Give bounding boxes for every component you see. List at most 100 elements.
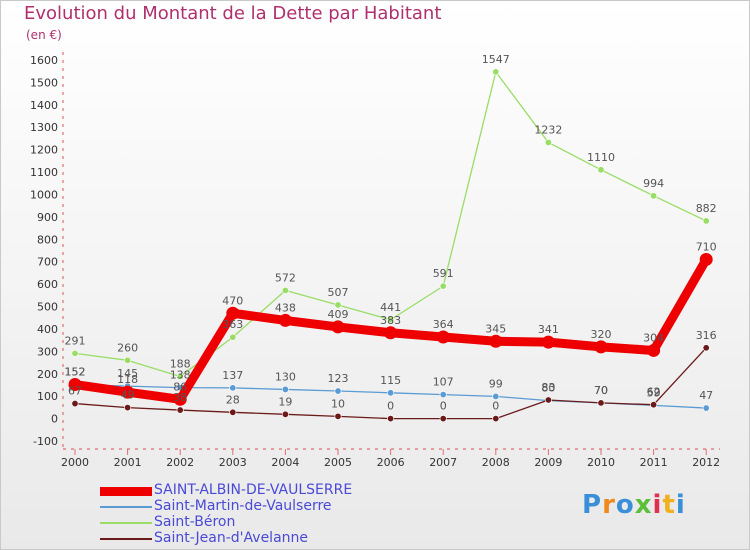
data-label: 0 xyxy=(492,400,499,413)
data-point xyxy=(387,389,395,397)
x-tick-label: 2003 xyxy=(219,456,247,469)
data-point xyxy=(173,392,187,406)
x-tick-label: 2011 xyxy=(640,456,668,469)
legend-swatch xyxy=(100,486,152,496)
data-point xyxy=(334,301,342,309)
data-point xyxy=(594,340,608,354)
y-tick-label: 200 xyxy=(37,368,58,381)
data-label: 118 xyxy=(117,373,138,386)
data-label: 28 xyxy=(226,393,240,406)
data-label: 59 xyxy=(647,386,661,399)
data-point xyxy=(124,356,132,364)
data-point xyxy=(68,378,82,392)
legend-label: Saint-Béron xyxy=(154,514,236,530)
x-tick-label: 2005 xyxy=(324,456,352,469)
data-label: 70 xyxy=(594,384,608,397)
data-point xyxy=(439,282,447,290)
data-label: 99 xyxy=(489,377,503,390)
y-tick-label: 100 xyxy=(37,390,58,403)
data-point xyxy=(334,387,342,395)
x-tick-label: 2000 xyxy=(61,456,89,469)
data-point xyxy=(229,384,237,392)
data-label: 115 xyxy=(380,374,401,387)
data-label: 1110 xyxy=(587,151,615,164)
data-point xyxy=(541,335,555,349)
data-label: 409 xyxy=(328,308,349,321)
data-point xyxy=(544,396,552,404)
data-point xyxy=(492,415,500,423)
data-label: 291 xyxy=(65,334,86,347)
y-tick-label: -100 xyxy=(33,435,58,448)
logo-letter: o xyxy=(615,490,635,520)
data-point xyxy=(71,400,79,408)
y-tick-label: 1500 xyxy=(30,76,58,89)
data-label: 38 xyxy=(173,391,187,404)
data-point xyxy=(597,399,605,407)
data-point xyxy=(278,313,292,327)
x-tick-label: 2001 xyxy=(114,456,142,469)
data-label: 0 xyxy=(387,400,394,413)
y-tick-label: 600 xyxy=(37,278,58,291)
data-point xyxy=(71,349,79,357)
data-label: 441 xyxy=(380,301,401,314)
y-tick-label: 1400 xyxy=(30,99,58,112)
data-point xyxy=(544,138,552,146)
data-label: 83 xyxy=(541,381,555,394)
data-label: 152 xyxy=(65,366,86,379)
data-label: 188 xyxy=(170,357,191,370)
legend-label: SAINT-ALBIN-DE-VAULSERRE xyxy=(154,482,353,498)
data-label: 507 xyxy=(328,286,349,299)
data-point xyxy=(492,68,500,76)
y-tick-label: 1600 xyxy=(30,54,58,67)
logo-letter: r xyxy=(602,490,616,520)
data-label: 67 xyxy=(68,385,82,398)
data-label: 591 xyxy=(433,267,454,280)
data-point xyxy=(439,391,447,399)
data-label: 19 xyxy=(278,395,292,408)
x-tick-label: 2007 xyxy=(429,456,457,469)
data-point xyxy=(650,192,658,200)
y-tick-label: 400 xyxy=(37,323,58,336)
data-point xyxy=(121,385,135,399)
logo-letter: i xyxy=(652,490,663,520)
data-point xyxy=(229,408,237,416)
data-point xyxy=(650,401,658,409)
data-label: 470 xyxy=(222,294,243,307)
logo-letter: i xyxy=(675,490,686,520)
unit-label: (en €) xyxy=(26,28,62,42)
data-point xyxy=(439,415,447,423)
x-tick-label: 2002 xyxy=(166,456,194,469)
data-point xyxy=(124,404,132,412)
data-point xyxy=(387,316,395,324)
data-label: 1547 xyxy=(482,53,510,66)
y-tick-label: 500 xyxy=(37,301,58,314)
y-tick-label: 0 xyxy=(51,413,58,426)
legend-swatch xyxy=(100,522,152,524)
legend-swatch xyxy=(100,538,152,540)
data-label: 710 xyxy=(696,240,717,253)
data-label: 316 xyxy=(696,329,717,342)
data-point xyxy=(387,415,395,423)
x-tick-label: 2004 xyxy=(271,456,299,469)
data-point xyxy=(384,326,398,340)
data-point xyxy=(436,330,450,344)
data-label: 1232 xyxy=(534,123,562,136)
y-tick-label: 700 xyxy=(37,256,58,269)
data-point xyxy=(281,385,289,393)
x-tick-label: 2008 xyxy=(482,456,510,469)
y-tick-label: 1000 xyxy=(30,188,58,201)
data-label: 130 xyxy=(275,370,296,383)
proxiti-logo: Proxiti xyxy=(582,490,686,520)
data-label: 49 xyxy=(121,389,135,402)
data-label: 304 xyxy=(643,331,664,344)
data-label: 0 xyxy=(440,400,447,413)
data-label: 10 xyxy=(331,397,345,410)
data-label: 152 xyxy=(65,366,86,379)
data-label: 341 xyxy=(538,323,559,336)
data-point xyxy=(702,344,710,352)
data-point xyxy=(331,320,345,334)
data-point xyxy=(489,334,503,348)
data-label: 364 xyxy=(433,318,454,331)
